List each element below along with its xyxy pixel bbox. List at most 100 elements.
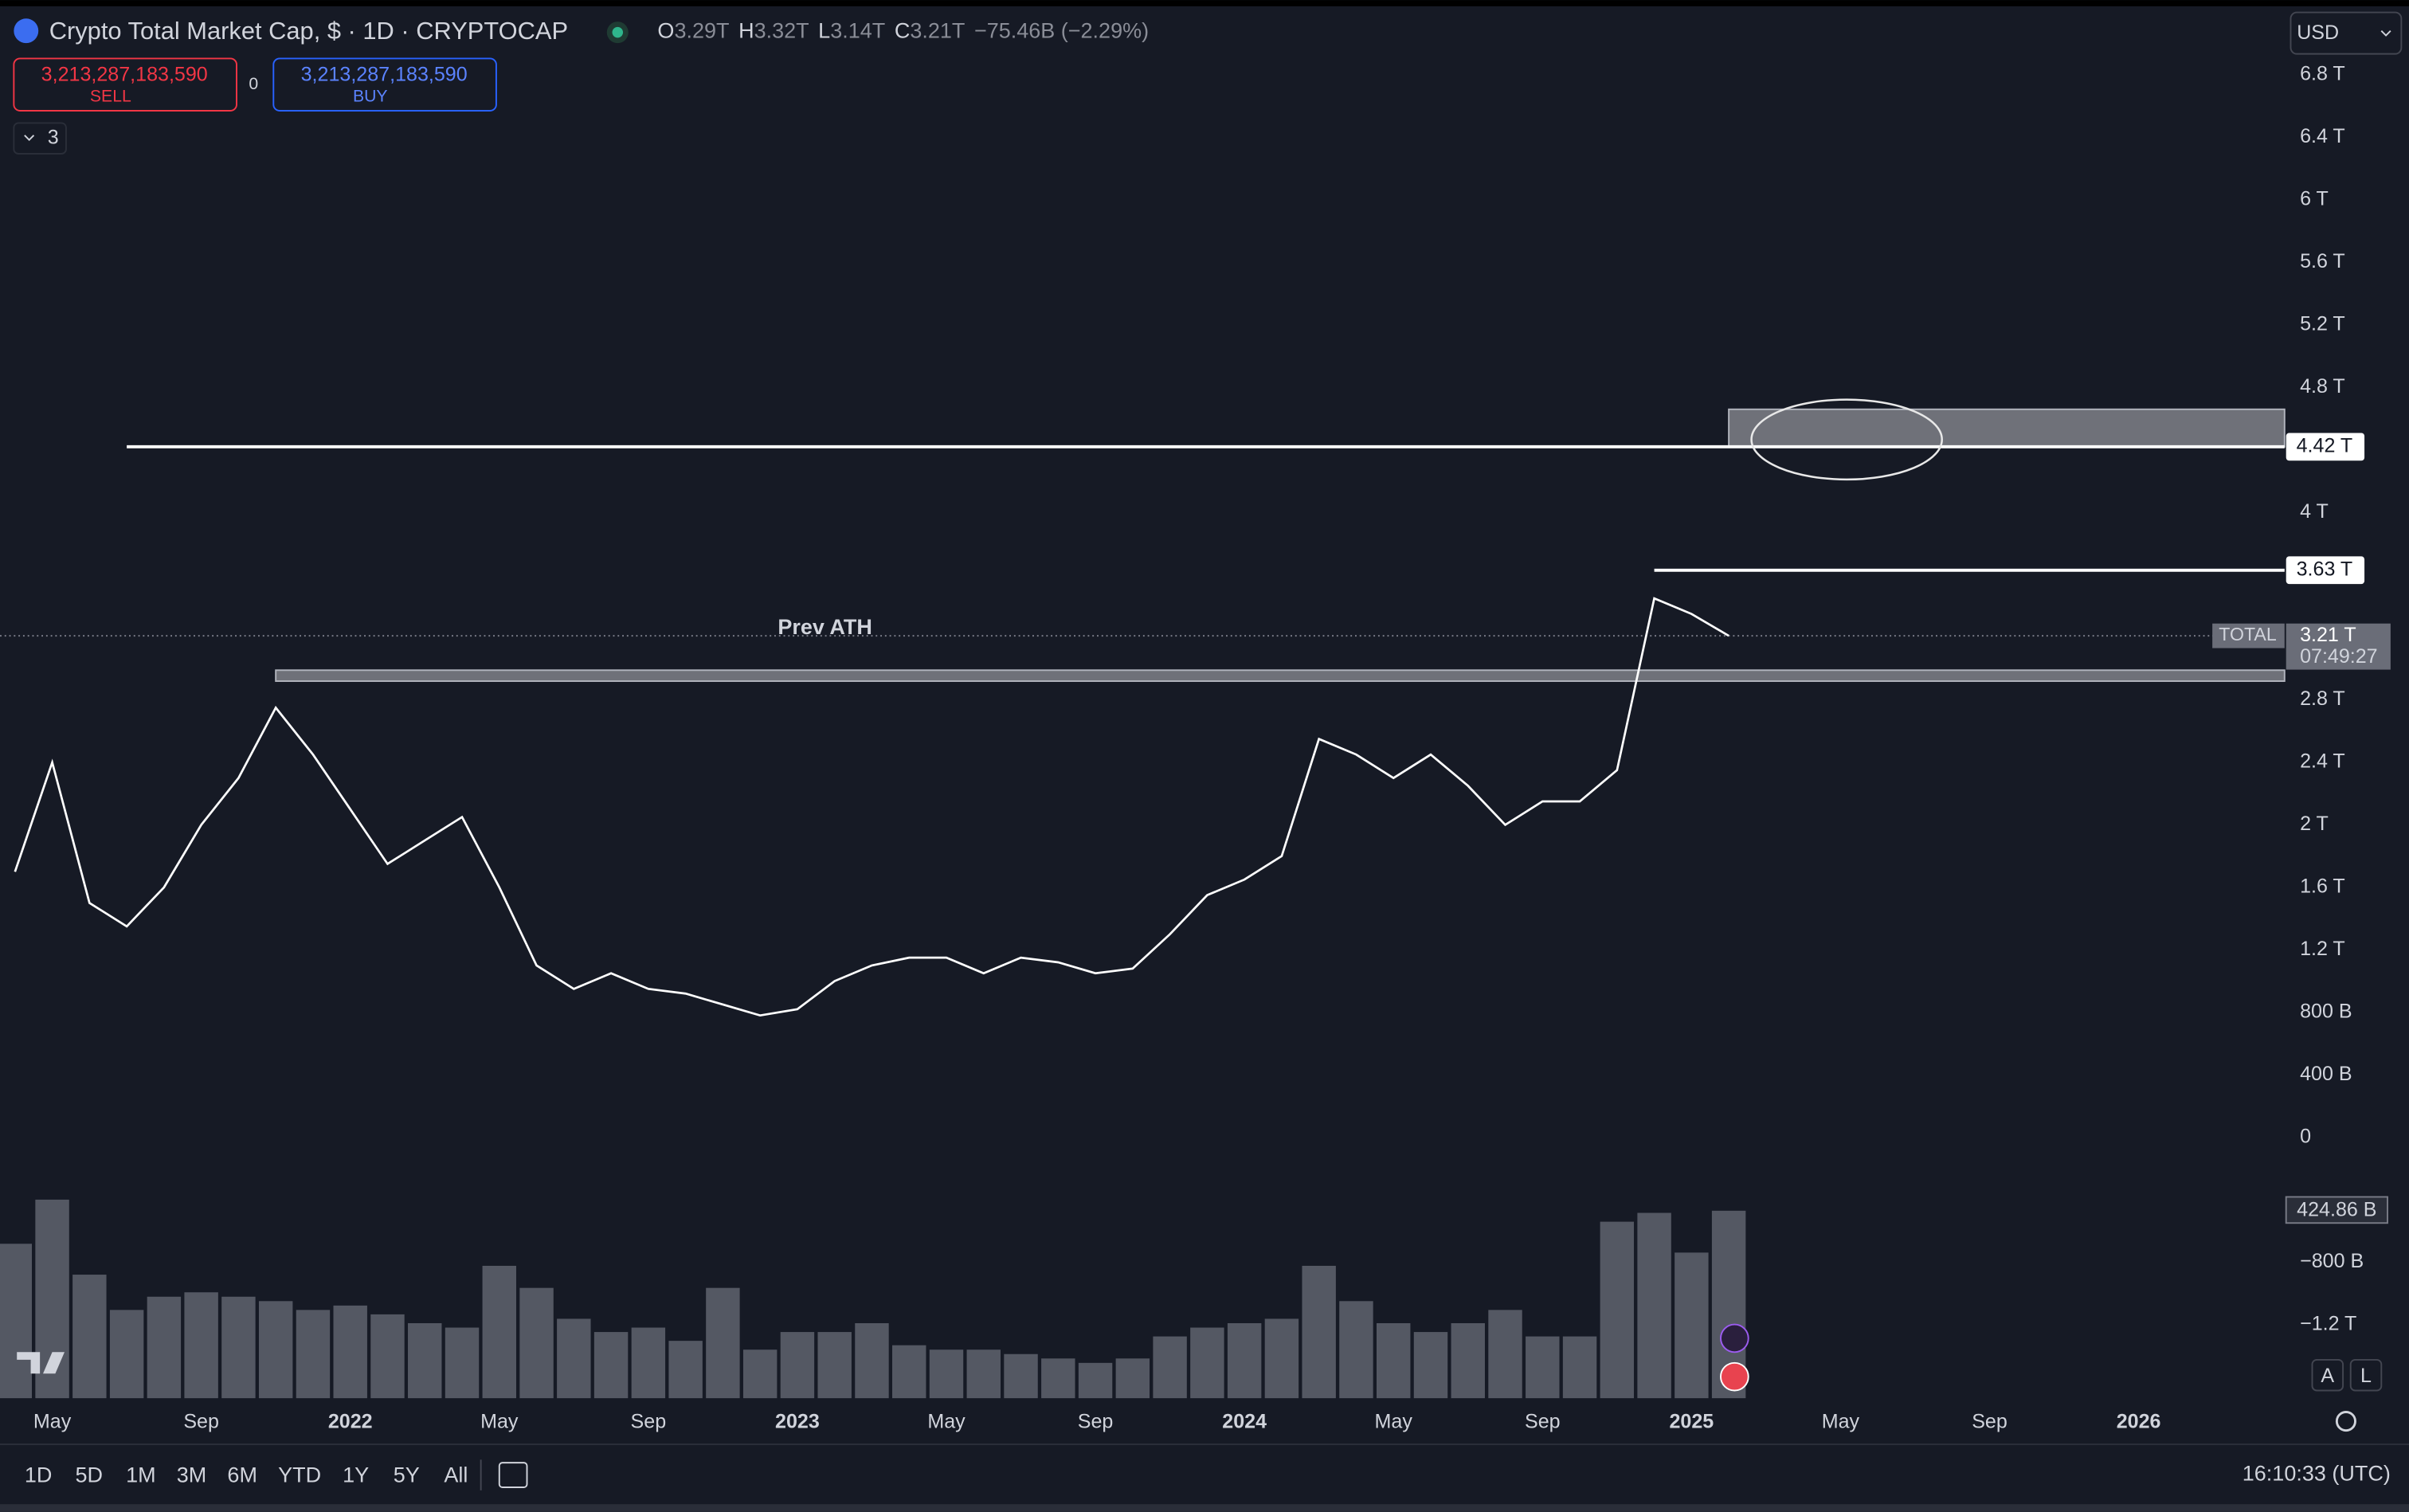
volume-bar (1675, 1252, 1709, 1399)
events-icon[interactable] (1720, 1323, 1749, 1353)
range-button[interactable]: YTD (278, 1463, 321, 1487)
settings-icon[interactable] (2335, 1411, 2356, 1432)
log-scale-label: L (2360, 1365, 2372, 1387)
level-label: 4.42 T (2297, 434, 2353, 456)
indicators-count: 3 (48, 126, 59, 148)
sell-label: SELL (90, 87, 131, 105)
market-status-dot (612, 26, 624, 38)
volume-bar (929, 1349, 964, 1399)
volume-bar (184, 1292, 218, 1399)
volume-bar (370, 1314, 405, 1399)
top-edge (0, 0, 2409, 6)
auto-scale-button[interactable] (2311, 1358, 2344, 1392)
toolbar: 1D 5D 1M 3M 6M YTD 1Y 5Y All (25, 1463, 468, 1487)
volume-bar (445, 1327, 480, 1399)
symbol-title[interactable]: Crypto Total Market Cap, $ · 1D · CRYPTO… (49, 17, 568, 45)
y-tick-label: 2 T (2300, 813, 2329, 835)
volume-layer (0, 1199, 1746, 1399)
ohlc-value: 3.32T (754, 19, 809, 43)
volume-bar (966, 1349, 1001, 1399)
x-tick-label: Sep (1525, 1411, 1561, 1433)
x-tick-label: May (480, 1411, 519, 1433)
level-label: 3.63 T (2297, 558, 2353, 580)
volume-bar (296, 1310, 331, 1399)
x-tick-label: Sep (1972, 1411, 2007, 1433)
range-button[interactable]: 1M (126, 1463, 156, 1487)
x-tick-label: 2026 (2117, 1411, 2161, 1433)
x-tick-label: Sep (183, 1411, 219, 1433)
volume-bar (1041, 1358, 1075, 1399)
buy-button[interactable] (272, 57, 497, 112)
volume-bar (892, 1345, 926, 1399)
ohlc-value: 3.14T (830, 19, 885, 43)
ohlc-key: O (657, 19, 674, 43)
symbol-label-box (2212, 623, 2285, 648)
range-button[interactable]: All (444, 1463, 468, 1487)
indicators-toggle[interactable] (13, 122, 67, 155)
ohlc-key: C (895, 19, 911, 43)
range-button[interactable]: 1Y (343, 1463, 369, 1487)
ohlc-value: 3.29T (674, 19, 729, 43)
volume-bar (1004, 1353, 1038, 1399)
volume-bar (1115, 1358, 1150, 1399)
log-scale-button[interactable] (2349, 1358, 2383, 1392)
buy-price: 3,213,287,183,590 (301, 63, 468, 85)
y-tick-label: 400 B (2300, 1063, 2352, 1085)
zone (275, 669, 2286, 682)
volume-bar (557, 1318, 591, 1399)
volume-bar (1227, 1322, 1262, 1399)
volume-bar (668, 1341, 703, 1399)
x-tick-label: 2023 (775, 1411, 820, 1433)
y-tick-label: 4.8 T (2300, 375, 2345, 398)
y-tick-label: 2.8 T (2300, 687, 2345, 710)
y-tick-label: −1.2 T (2300, 1313, 2356, 1335)
range-button[interactable]: 1D (25, 1463, 53, 1487)
currency-select[interactable] (2290, 11, 2403, 55)
volume-bar (0, 1244, 33, 1399)
volume-bar (519, 1287, 554, 1399)
volume-bar (1413, 1332, 1448, 1399)
level-label-box (2286, 433, 2365, 461)
volume-bar (1153, 1336, 1187, 1399)
x-tick-label: May (927, 1411, 966, 1433)
price-label-box (2286, 623, 2391, 670)
volume-bar (72, 1275, 107, 1399)
volume-bar (1302, 1265, 1336, 1399)
economic-icon[interactable] (1720, 1361, 1749, 1392)
volume-label: 424.86 B (2297, 1198, 2376, 1220)
ohlc: O3.29T H3.32T L3.14T C3.21T −75.46B (−2.29%) (657, 19, 1149, 43)
annotation: Prev ATH (778, 615, 872, 639)
chevron (2380, 30, 2391, 37)
volume-bar (1078, 1362, 1113, 1399)
sell-button[interactable] (13, 57, 237, 112)
x-tick-label: Sep (631, 1411, 667, 1433)
x-tick-label: 2022 (328, 1411, 373, 1433)
range-button[interactable]: 5D (76, 1463, 104, 1487)
y-tick-label: 5.6 T (2300, 250, 2345, 272)
bottom-edge (0, 1504, 2409, 1512)
y-tick-label: 5.2 T (2300, 313, 2345, 335)
auto-scale-label: A (2321, 1365, 2334, 1387)
range-button[interactable]: 5Y (394, 1463, 420, 1487)
y-tick-label: 800 B (2300, 1000, 2352, 1022)
date-range-button[interactable] (498, 1462, 528, 1488)
volume-bar (1637, 1212, 1671, 1399)
range-button[interactable]: 6M (227, 1463, 257, 1487)
volume-label-box (2285, 1196, 2388, 1224)
clock: 16:10:33 (UTC) (2243, 1462, 2391, 1486)
y-tick-label: 4 T (2300, 500, 2329, 523)
axis-layer: 424.86 B 4.42 T 3.63 T TOTAL 3.21 T07:49:27 6… (33, 63, 2391, 1433)
y-tick-label: 1.6 T (2300, 875, 2345, 897)
drawn-circle (1750, 398, 1943, 481)
range-button[interactable]: 3M (177, 1463, 207, 1487)
y-tick-label: 6 T (2300, 188, 2329, 210)
x-tick-label: 2025 (1669, 1411, 1714, 1433)
ohlc-value: 3.21T (910, 19, 965, 43)
level-label-box (2286, 556, 2365, 585)
tv-logo (17, 1352, 65, 1374)
y-tick-label: 6.8 T (2300, 63, 2345, 85)
ohlc-key: H (738, 19, 754, 43)
